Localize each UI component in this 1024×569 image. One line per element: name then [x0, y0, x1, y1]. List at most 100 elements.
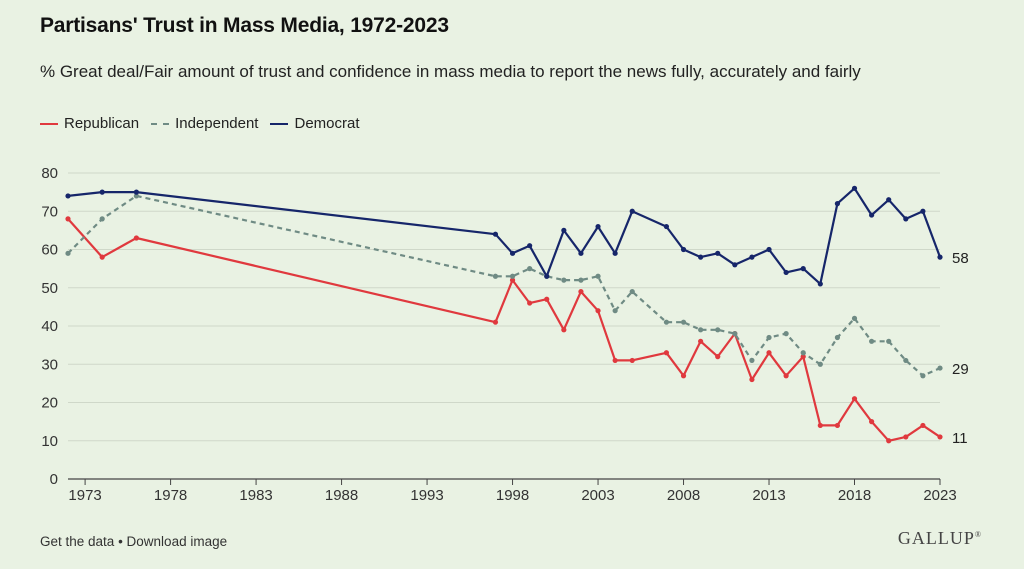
- x-tick-label-1993: 1993: [410, 487, 443, 504]
- point-independent-2010: [715, 327, 721, 333]
- point-republican-2004: [612, 357, 618, 364]
- point-republican-2021: [903, 434, 909, 440]
- point-republican-2008: [680, 373, 687, 379]
- legend-item-republican[interactable]: Republican: [40, 115, 139, 132]
- legend-label-republican: Republican: [64, 115, 140, 132]
- point-democrat-2000: [544, 273, 550, 279]
- y-tick-label-20: 20: [41, 395, 58, 412]
- point-independent-2001: [561, 277, 567, 283]
- series-line-democrat: [67, 187, 942, 285]
- point-independent-2014: [783, 331, 789, 337]
- point-democrat-2017: [834, 201, 841, 207]
- point-republican-2023: [937, 434, 943, 440]
- point-independent-1976: [133, 193, 139, 199]
- point-democrat-2008: [680, 246, 687, 253]
- point-republican-2018: [851, 396, 858, 402]
- point-independent-2017: [834, 334, 841, 341]
- y-tick-label-50: 50: [41, 280, 58, 297]
- x-tick-label-2008: 2008: [667, 487, 700, 504]
- y-tick-label-0: 0: [50, 471, 58, 488]
- point-republican-1997: [492, 319, 499, 325]
- point-democrat-2007: [663, 223, 670, 230]
- point-independent-2021: [903, 357, 909, 364]
- y-tick-label-30: 30: [41, 356, 58, 373]
- end-label-democrat: 58: [952, 250, 969, 267]
- point-republican-1976: [133, 235, 139, 241]
- series-line-republican: [67, 218, 941, 442]
- point-republican-2016: [817, 422, 823, 429]
- x-tick-label-1978: 1978: [154, 487, 187, 504]
- legend-label-independent: Independent: [175, 115, 259, 132]
- point-independent-2009: [698, 327, 704, 333]
- point-republican-2015: [800, 354, 806, 360]
- point-independent-2005: [629, 288, 635, 295]
- point-republican-2017: [834, 422, 841, 429]
- point-democrat-1998: [509, 250, 516, 256]
- point-independent-2007: [663, 319, 670, 325]
- point-republican-2005: [629, 357, 635, 364]
- point-independent-1974: [99, 216, 105, 222]
- point-independent-2003: [595, 273, 601, 279]
- x-tick-label-1988: 1988: [325, 487, 358, 504]
- point-independent-2019: [869, 338, 875, 344]
- point-democrat-1976: [133, 189, 139, 195]
- legend-swatch-independent: [151, 122, 170, 125]
- x-tick-label-2023: 2023: [923, 487, 956, 504]
- point-republican-2002: [578, 288, 584, 295]
- point-republican-2014: [783, 373, 789, 379]
- legend-swatch-democrat: [270, 122, 289, 125]
- point-democrat-2012: [749, 254, 755, 260]
- end-label-republican: 11: [952, 430, 968, 447]
- point-independent-2016: [817, 361, 823, 367]
- point-republican-2000: [544, 296, 550, 302]
- point-independent-2012: [749, 357, 755, 364]
- chart-subtitle: % Great deal/Fair amount of trust and co…: [40, 62, 861, 81]
- point-democrat-2003: [595, 223, 601, 230]
- point-democrat-2016: [817, 281, 823, 287]
- chart-title: Partisans' Trust in Mass Media, 1972-202…: [40, 14, 449, 37]
- point-republican-1998: [509, 277, 516, 283]
- point-democrat-2018: [851, 185, 858, 191]
- x-tick-label-1983: 1983: [239, 487, 272, 504]
- point-republican-2009: [698, 338, 704, 344]
- y-tick-label-80: 80: [41, 165, 58, 182]
- point-republican-1972: [65, 216, 71, 222]
- point-democrat-2009: [698, 254, 704, 260]
- footer-separator: •: [114, 534, 127, 549]
- point-independent-2023: [937, 365, 943, 371]
- y-tick-label-70: 70: [41, 203, 58, 220]
- y-tick-label-40: 40: [41, 318, 58, 335]
- point-democrat-2004: [612, 250, 618, 256]
- point-democrat-2010: [715, 250, 721, 256]
- get-data-link[interactable]: Get the data: [40, 534, 115, 549]
- point-republican-1974: [99, 254, 105, 260]
- point-democrat-2019: [869, 212, 875, 218]
- legend-item-democrat[interactable]: Democrat: [270, 115, 360, 132]
- point-independent-2013: [766, 334, 772, 341]
- point-republican-2003: [595, 308, 601, 314]
- download-image-link[interactable]: Download image: [126, 534, 228, 549]
- x-tick-label-2018: 2018: [838, 487, 871, 504]
- point-democrat-1997: [492, 231, 499, 237]
- series-line-independent: [67, 194, 941, 377]
- point-republican-2019: [869, 419, 875, 425]
- legend: Republican Independent Democrat: [40, 115, 372, 132]
- point-independent-1999: [527, 266, 533, 272]
- point-democrat-1972: [65, 193, 71, 199]
- legend-item-independent[interactable]: Independent: [151, 115, 258, 132]
- point-republican-2007: [663, 350, 670, 356]
- point-republican-2001: [561, 327, 567, 333]
- point-democrat-2020: [886, 197, 892, 203]
- point-republican-2020: [886, 438, 892, 444]
- point-democrat-2022: [920, 208, 926, 214]
- point-independent-2008: [680, 319, 687, 325]
- point-independent-2022: [920, 373, 926, 379]
- point-democrat-2013: [766, 246, 772, 253]
- footer-links: Get the data • Download image: [40, 534, 227, 549]
- point-democrat-2011: [732, 262, 738, 268]
- legend-label-democrat: Democrat: [294, 115, 360, 132]
- point-democrat-2014: [783, 269, 789, 276]
- point-independent-2002: [578, 277, 584, 283]
- x-tick-label-1973: 1973: [68, 487, 101, 504]
- point-republican-1999: [527, 300, 533, 306]
